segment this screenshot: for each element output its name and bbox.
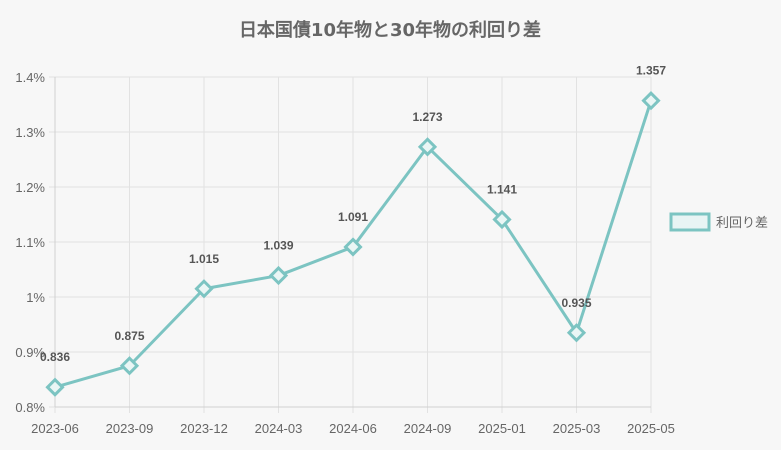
x-tick-label: 2023-06 [31,421,79,436]
x-tick-label: 2023-09 [106,421,154,436]
y-tick-label: 0.8% [15,400,45,415]
x-tick-label: 2024-03 [255,421,303,436]
legend-label[interactable]: 利回り差 [716,216,768,231]
data-point-marker[interactable] [566,323,587,343]
data-label: 0.836 [40,350,70,364]
data-point-marker[interactable] [119,356,140,376]
data-label: 1.015 [189,252,219,266]
data-label: 0.875 [114,329,144,343]
grid [49,76,652,413]
data-point-marker[interactable] [194,279,214,299]
data-label: 1.357 [636,64,666,78]
data-label-layer: 0.836 0.875 1.015 1.039 1.091 1.273 1.141 0.935… [40,64,666,365]
x-tick-label: 2025-03 [553,421,601,436]
chart-title: 日本国債10年物と30年物の利回り差 [239,19,541,41]
x-tick-label: 2025-05 [627,421,675,436]
legend[interactable]: 利回り差 [669,212,768,232]
y-tick-label: 0.9% [15,345,45,360]
x-tick-label: 2024-06 [329,421,377,436]
legend-swatch[interactable] [669,212,711,232]
y-tick-label: 1% [26,290,45,305]
data-point-marker[interactable] [268,265,289,286]
axes: 0.8% 0.9% 1% 1.1% 1.2% 1.3% 1.4% 2023-06 2023-09… [15,70,675,436]
x-tick-label: 2024-09 [404,421,452,436]
data-label: 1.141 [487,182,517,196]
data-label: 1.091 [338,210,368,224]
y-tick-label: 1.2% [15,180,45,195]
data-label: 0.935 [561,296,591,310]
y-tick-label: 1.4% [15,70,45,85]
data-point-marker[interactable] [641,91,661,111]
data-point-marker[interactable] [492,209,512,230]
x-tick-label: 2025-01 [478,421,526,436]
data-point-marker[interactable] [343,237,363,257]
y-tick-label: 1.1% [15,235,45,250]
marker-layer [45,91,661,397]
y-tick-label: 1.3% [15,125,45,140]
data-point-marker[interactable] [417,137,438,157]
data-point-marker[interactable] [45,377,65,397]
data-label: 1.039 [263,239,293,253]
x-tick-label: 2023-12 [180,421,228,436]
data-label: 1.273 [412,110,442,124]
